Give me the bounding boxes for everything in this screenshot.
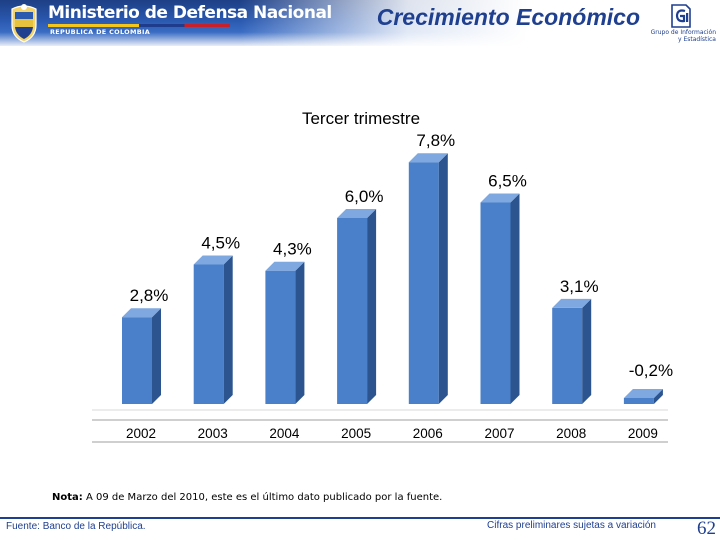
bar-side [438,153,448,404]
data-label: 2,8% [130,286,169,305]
bar-front [480,202,511,404]
data-label: -0,2% [629,361,673,380]
data-label: 7,8% [416,131,455,150]
x-tick-label: 2005 [341,426,371,441]
coat-of-arms-icon [11,4,37,43]
bar-top [623,389,663,398]
bar-side [367,209,377,404]
x-tick-label: 2006 [413,426,443,441]
x-tick-label: 2003 [198,426,228,441]
group-name-line2: y Estadística [677,36,716,43]
bar-side [653,389,663,404]
bar-side [582,298,592,404]
bar-top [480,193,520,203]
data-label: 6,0% [345,187,384,206]
preliminary-note: Cifras preliminares sujetas a variación [487,520,656,531]
bar-front [337,218,368,404]
bar-front [193,264,224,404]
bars-layer [122,153,663,404]
x-axis: 2002 2003 2004 2005 2006 2007 2008 2009 [92,409,668,443]
footnote: Nota: A 09 de Marzo del 2010, este es el… [52,492,442,503]
bar-top [265,261,305,271]
bar-top [193,255,233,265]
bar-side [152,308,161,404]
bar-front [408,162,439,404]
x-tick-label: 2002 [126,426,156,441]
bar-side [510,193,520,404]
footnote-label: Nota: [52,492,83,503]
bar-front [623,398,654,404]
bar-front [265,270,296,404]
bar-2007 [480,193,520,404]
bar-top [337,209,377,218]
data-label: 4,5% [201,234,240,253]
source-text: Fuente: Banco de la República. [6,521,146,532]
bar-front [552,307,583,404]
x-tick-label: 2008 [556,426,586,441]
bar-2009 [623,389,663,404]
bar-2002 [122,308,161,404]
x-tick-label: 2007 [484,426,514,441]
x-tick-label: 2004 [269,426,300,441]
bar-2008 [552,298,592,404]
bar-2003 [193,255,233,404]
x-tick-label: 2009 [628,426,658,441]
bar-side [223,255,233,404]
bar-2004 [265,261,305,404]
bar-side [295,261,305,404]
data-label: 3,1% [560,277,599,296]
ministry-subtitle: REPUBLICA DE COLOMBIA [50,28,151,36]
ministry-title: Ministerio de Defensa Nacional [48,3,332,23]
footer-divider [0,517,720,519]
data-label: 6,5% [488,172,527,191]
chart-title: Tercer trimestre [302,109,420,128]
footnote-text: A 09 de Marzo del 2010, este es el últim… [82,492,443,503]
bar-top [552,298,592,308]
bar-2006 [408,153,448,404]
bar-top [408,153,448,163]
flag-strip [48,24,230,27]
slide-title: Crecimiento Económico [376,4,640,30]
bar-top [122,308,161,318]
bar-chart: Tercer trimestre 2,8% 4,5% 4,3% 6,0% 7,8% 6,5… [92,109,673,443]
bar-2005 [337,209,377,404]
group-logo-icon [671,4,691,28]
header-fade [240,0,720,46]
group-name-line1: Grupo de Información [650,29,716,36]
data-label: 4,3% [273,240,312,259]
group-name: Grupo de Información y Estadística [628,29,716,43]
data-labels-layer: 2,8% 4,5% 4,3% 6,0% 7,8% 6,5% 3,1% -0,2% [130,131,673,380]
bar-front [122,317,152,404]
page-number: 62 [697,518,716,539]
